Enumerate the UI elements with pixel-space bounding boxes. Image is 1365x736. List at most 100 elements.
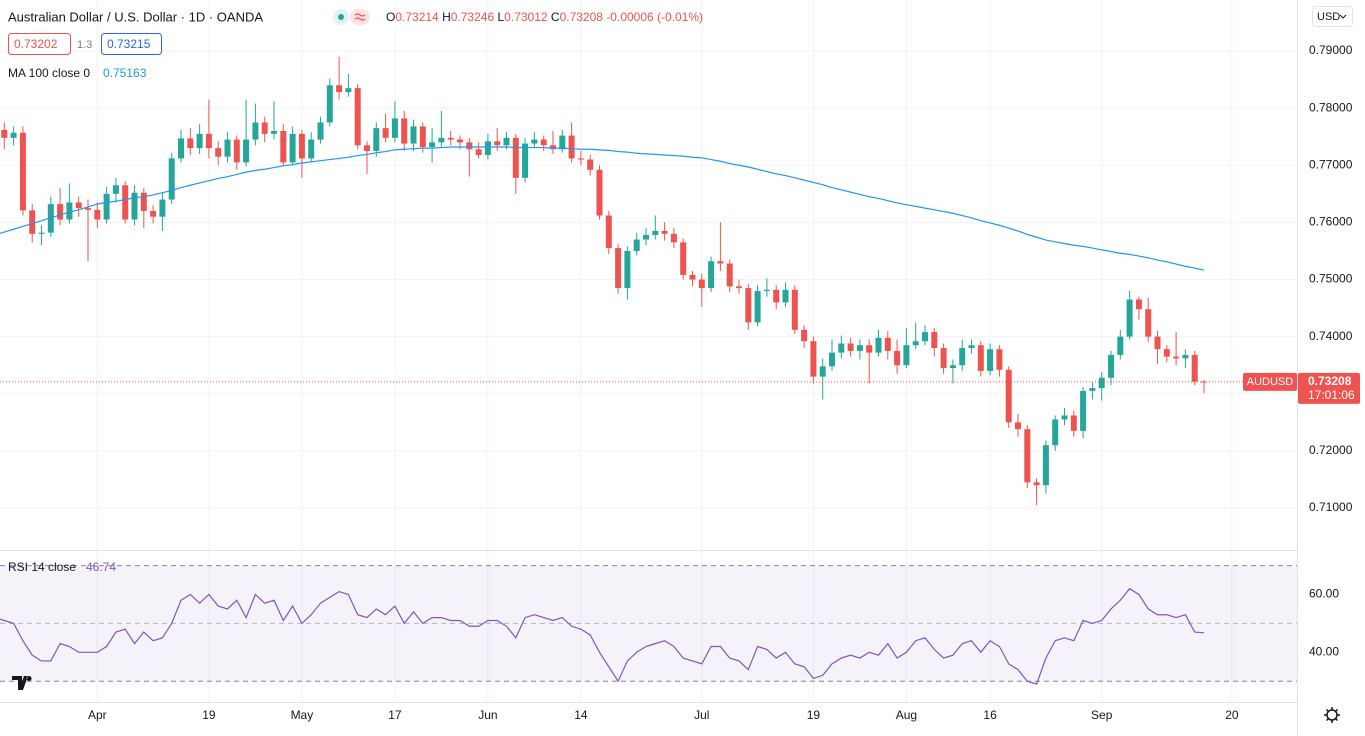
x-tick-label: 14 — [574, 708, 588, 722]
spread: 1.3 — [77, 39, 92, 51]
candle-body — [894, 350, 901, 366]
candle-body — [112, 185, 119, 194]
logo[interactable] — [12, 676, 32, 690]
candle-body — [196, 133, 203, 149]
sell-button[interactable] — [8, 33, 71, 55]
candle-body — [271, 130, 277, 134]
candle-body — [819, 366, 826, 377]
candle-body — [745, 288, 752, 323]
market-status-dot — [338, 14, 344, 20]
candle-body — [568, 135, 575, 159]
candle-body — [391, 118, 398, 138]
currency-selector[interactable] — [1312, 6, 1353, 27]
y-tick-label: 0.77000 — [1309, 157, 1353, 171]
ohlc-values: O0.73214 H0.73246 L0.73012 C0.73208 -0.0… — [386, 10, 703, 24]
buy-button[interactable] — [101, 33, 162, 55]
change-value: -0.00006 — [606, 10, 654, 24]
candle-body — [503, 137, 510, 146]
ask-price[interactable]: 0.73215 — [107, 37, 151, 51]
x-tick-label: Jun — [478, 708, 497, 722]
candle-body — [38, 232, 45, 234]
candle-body — [615, 248, 622, 289]
candle-body — [354, 88, 361, 146]
candle-body — [801, 329, 808, 342]
candle-body — [512, 137, 519, 178]
x-tick-label: 20 — [1225, 708, 1239, 722]
candle-body — [1005, 369, 1012, 423]
candle-body — [1070, 415, 1077, 431]
candle-body — [1024, 429, 1031, 483]
candle-body — [205, 133, 212, 149]
candle-body — [326, 85, 333, 123]
candle-body — [29, 210, 36, 234]
y-tick-label: 0.76000 — [1309, 215, 1353, 229]
candle-body — [949, 365, 956, 369]
candle-body — [587, 159, 594, 170]
candle-body — [122, 185, 129, 220]
bid-price[interactable]: 0.73202 — [14, 37, 58, 51]
candle-body — [1117, 336, 1124, 355]
ohlc-letter: L — [497, 10, 504, 24]
x-tick-label: 19 — [807, 708, 821, 722]
candle-body — [10, 132, 17, 138]
candle-body — [633, 239, 640, 251]
candle-body — [1098, 377, 1105, 389]
x-tick-label: Sep — [1091, 708, 1113, 722]
candle-body — [922, 332, 928, 342]
candle-body — [736, 286, 742, 289]
candle-body — [298, 133, 305, 159]
candle-body — [540, 139, 547, 146]
candle-body — [419, 126, 426, 147]
candle-body — [19, 132, 26, 211]
candle-body — [559, 135, 566, 150]
currency-chevron — [1339, 14, 1347, 19]
y-tick-label: 0.78000 — [1309, 100, 1353, 114]
x-tick-label: May — [291, 708, 314, 722]
countdown-label: 17:01:06 — [1308, 388, 1355, 402]
high-value: 0.73246 — [451, 10, 495, 24]
candle-body — [689, 274, 696, 280]
candle-body — [1042, 445, 1049, 486]
change-percent: (-0.01%) — [657, 10, 703, 24]
rsi-y-tick-label: 60.00 — [1309, 587, 1339, 601]
candle-body — [577, 158, 584, 160]
candle-body — [187, 138, 194, 149]
close-value: 0.73208 — [560, 10, 604, 24]
settings-icon-teeth[interactable] — [1324, 707, 1340, 723]
candle-body — [763, 289, 770, 291]
plot-layer — [0, 0, 1297, 702]
ohlc-letter: O — [386, 10, 395, 24]
candle-body — [57, 204, 64, 220]
candle-body — [977, 345, 984, 371]
candle-body — [94, 209, 101, 220]
candle-body — [717, 261, 724, 264]
axis-layer: Apr 19 May 17 Jun 14 Jul 19 Aug 16 Sep 20 0.71000 0.7… — [88, 43, 1360, 722]
candle-body — [1089, 388, 1096, 391]
currency-label[interactable]: USD — [1317, 11, 1340, 23]
rsi-legend-value: 46.74 — [86, 560, 116, 574]
candle-body — [410, 126, 417, 144]
candle-body — [85, 208, 91, 210]
x-tick-label: 19 — [202, 708, 216, 722]
candle-body — [996, 349, 1003, 370]
candle-body — [605, 215, 612, 249]
candle-body — [903, 345, 910, 366]
candle-body — [150, 210, 157, 217]
candle-body — [178, 138, 184, 159]
candle-body — [1052, 419, 1059, 446]
candle-body — [680, 242, 687, 275]
y-tick-label: 0.75000 — [1309, 272, 1353, 286]
candle-body — [940, 348, 947, 369]
candle-body — [856, 345, 863, 351]
rsi-y-tick-label: 40.00 — [1309, 644, 1339, 658]
settings-button[interactable] — [1324, 707, 1340, 723]
candle-body — [652, 230, 659, 235]
candle-body — [1135, 299, 1142, 310]
ma-line — [0, 146, 1205, 271]
candle-body — [233, 139, 240, 163]
candle-body — [875, 337, 882, 353]
candle-body — [847, 343, 854, 351]
symbol-label: AUDUSD — [1247, 376, 1294, 388]
candle-body — [912, 341, 919, 346]
